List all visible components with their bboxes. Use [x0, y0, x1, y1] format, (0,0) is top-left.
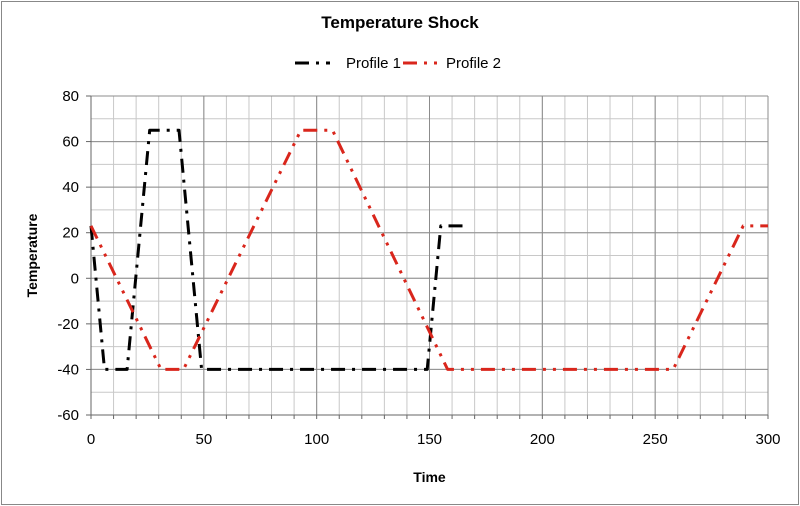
y-tick-label: 40 — [62, 179, 79, 196]
y-tick-label: 20 — [62, 225, 79, 242]
x-tick-label: 0 — [87, 431, 95, 448]
y-tick-label: -60 — [57, 407, 79, 424]
axes — [86, 95, 769, 419]
y-tick-label: 60 — [62, 134, 79, 151]
chart-title: Temperature Shock — [321, 13, 479, 32]
y-tick-label: 80 — [62, 88, 79, 105]
series-2-line — [89, 128, 768, 371]
x-axis-label: Time — [413, 469, 446, 485]
legend-label-2: Profile 2 — [446, 55, 501, 72]
x-tick-label: 150 — [417, 431, 442, 448]
tick-labels: 0 50 100 150 200 250 300 -60 -40 -20 0 20 40 60 80 — [57, 88, 780, 448]
x-tick-label: 300 — [755, 431, 780, 448]
x-tick-label: 50 — [195, 431, 212, 448]
x-tick-label: 100 — [304, 431, 329, 448]
y-tick-label: -20 — [57, 316, 79, 333]
x-tick-label: 250 — [643, 431, 668, 448]
y-tick-label: 0 — [71, 270, 79, 287]
y-axis-label: Temperature — [24, 213, 40, 297]
x-tick-label: 200 — [530, 431, 555, 448]
series-layer — [89, 128, 768, 371]
y-tick-label: -40 — [57, 361, 79, 378]
series-1-line — [89, 128, 464, 371]
legend: Profile 1 Profile 2 — [295, 55, 501, 72]
legend-label-1: Profile 1 — [346, 55, 401, 72]
